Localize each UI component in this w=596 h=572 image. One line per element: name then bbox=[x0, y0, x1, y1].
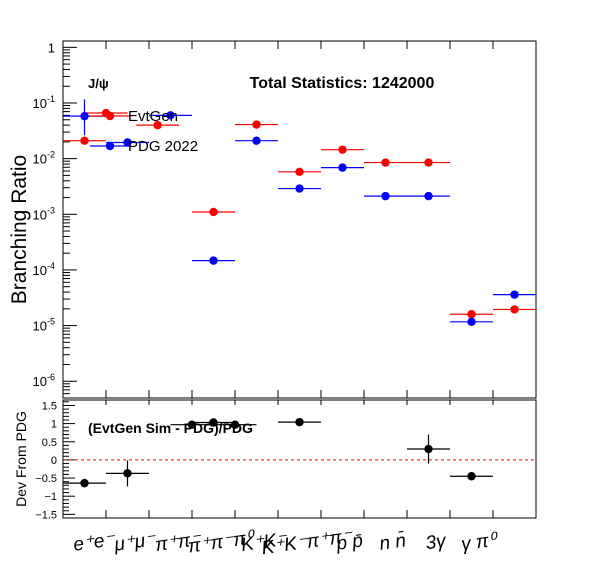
y-tick-label: −0.5 bbox=[35, 473, 57, 485]
y-tick-label: 10-4 bbox=[33, 261, 55, 278]
data-point-evtgen bbox=[338, 145, 347, 154]
y-tick-label: 10-2 bbox=[33, 150, 55, 167]
x-category-label: p p̄ bbox=[334, 530, 364, 555]
legend-label: EvtGen bbox=[128, 108, 178, 125]
data-point-pdg bbox=[381, 191, 390, 201]
y-tick-label: 1 bbox=[48, 40, 55, 55]
data-point-evtgen bbox=[381, 158, 390, 167]
y-tick-label: 1.5 bbox=[42, 400, 57, 412]
y-tick-label: 10-3 bbox=[33, 205, 55, 222]
y-tick-label-base: 10 bbox=[33, 207, 47, 222]
y-tick-label: −1 bbox=[44, 491, 57, 503]
y-tick-label-exponent: -3 bbox=[47, 205, 55, 215]
data-point-pdg bbox=[338, 163, 347, 172]
y-tick-label: 0.5 bbox=[42, 437, 57, 449]
data-point-pdg bbox=[252, 136, 261, 145]
data-point-evtgen bbox=[252, 120, 261, 129]
x-category-label: 3γ bbox=[424, 531, 448, 555]
deviation-point bbox=[230, 420, 240, 429]
deviation-point bbox=[424, 444, 433, 454]
deviation-point bbox=[123, 469, 132, 478]
y-tick-label: 10-6 bbox=[33, 372, 55, 389]
data-point-evtgen bbox=[510, 305, 519, 314]
deviation-point bbox=[187, 420, 197, 429]
data-point-pdg bbox=[123, 138, 132, 147]
y-tick-label-base: 10 bbox=[33, 152, 47, 167]
chart-title: Total Statistics: 1242000 bbox=[250, 75, 435, 92]
legend-label: PDG 2022 bbox=[128, 138, 198, 155]
data-point-pdg bbox=[295, 184, 304, 193]
y-tick-label-base: 10 bbox=[33, 263, 47, 278]
y-axis-label: Branching Ratio bbox=[8, 155, 31, 304]
data-point-pdg bbox=[166, 111, 175, 120]
y-tick-label-base: 10 bbox=[33, 374, 47, 389]
data-point-evtgen bbox=[153, 120, 162, 130]
y-tick-label: 1 bbox=[51, 419, 57, 431]
bottom-plot-frame bbox=[62, 399, 537, 519]
data-point-pdg bbox=[510, 290, 519, 299]
y-tick-label: 10-1 bbox=[33, 94, 55, 111]
y-tick-label-base: 1 bbox=[48, 40, 55, 55]
legend-marker bbox=[105, 141, 115, 151]
y-tick-label: 0 bbox=[51, 455, 57, 467]
y-axis-label: Dev From PDG bbox=[13, 411, 29, 507]
chart-annotation: J/ψ bbox=[88, 76, 109, 91]
data-point-evtgen bbox=[424, 158, 433, 167]
data-point-evtgen bbox=[467, 310, 476, 319]
y-tick-label-exponent: -2 bbox=[47, 150, 55, 160]
deviation-point bbox=[80, 478, 89, 488]
y-tick-label-exponent: -4 bbox=[47, 261, 55, 271]
y-tick-label-exponent: -5 bbox=[47, 317, 55, 327]
deviation-point bbox=[209, 418, 218, 427]
y-tick-label: 10-5 bbox=[33, 317, 55, 334]
deviation-point bbox=[295, 417, 304, 427]
y-tick-label-base: 10 bbox=[33, 319, 47, 334]
y-tick-label-base: 10 bbox=[33, 96, 47, 111]
data-point-evtgen bbox=[295, 167, 304, 177]
data-point-evtgen bbox=[209, 207, 218, 217]
data-point-pdg bbox=[424, 191, 433, 201]
data-point-evtgen bbox=[80, 136, 89, 145]
data-point-pdg bbox=[209, 256, 218, 265]
x-category-label: n n̄ bbox=[378, 530, 407, 554]
y-tick-label-exponent: -1 bbox=[47, 94, 55, 104]
legend-marker bbox=[105, 111, 115, 121]
y-tick-label: −1.5 bbox=[35, 509, 57, 521]
data-point-pdg bbox=[467, 317, 476, 327]
y-tick-label-exponent: -6 bbox=[47, 372, 55, 382]
deviation-point bbox=[467, 472, 476, 481]
x-category-label: γ π⁰ bbox=[460, 529, 500, 555]
